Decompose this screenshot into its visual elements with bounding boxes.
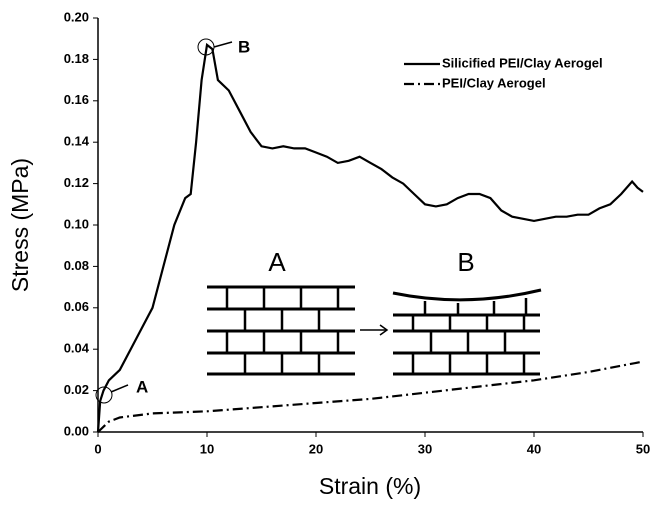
- annotation-leader: [213, 41, 233, 48]
- legend-label: PEI/Clay Aerogel: [442, 75, 546, 90]
- y-tick-label: 0.18: [64, 51, 89, 66]
- x-axis-title: Strain (%): [319, 473, 421, 499]
- y-tick-label: 0.16: [64, 92, 89, 107]
- y-tick-label: 0.04: [64, 341, 90, 356]
- inset-label: B: [457, 247, 474, 277]
- annotation: A: [136, 377, 148, 396]
- annotation-leader: [110, 384, 129, 393]
- y-tick-label: 0.02: [64, 382, 89, 397]
- x-tick-label: 0: [94, 441, 101, 456]
- x-tick-label: 50: [636, 441, 650, 456]
- y-tick-label: 0.06: [64, 299, 89, 314]
- y-tick-label: 0.08: [64, 258, 89, 273]
- inset-label: A: [268, 247, 286, 277]
- legend-label: Silicified PEI/Clay Aerogel: [442, 55, 603, 70]
- y-tick-label: 0.00: [64, 423, 89, 438]
- x-tick-label: 10: [200, 441, 214, 456]
- series-line: [96, 42, 644, 433]
- y-tick-label: 0.20: [64, 9, 89, 24]
- inset-arrow-head: [379, 324, 389, 336]
- y-tick-label: 0.12: [64, 175, 89, 190]
- annotation-circle: [95, 386, 113, 404]
- x-tick-label: 20: [309, 441, 323, 456]
- x-tick-label: 30: [418, 441, 432, 456]
- inset-bent-line: [392, 288, 542, 302]
- y-tick-label: 0.14: [64, 134, 90, 149]
- series-line: [97, 360, 644, 433]
- x-tick-label: 40: [527, 441, 541, 456]
- annotation: B: [238, 37, 250, 56]
- y-axis-title: Stress (MPa): [7, 158, 33, 292]
- y-tick-label: 0.10: [64, 216, 89, 231]
